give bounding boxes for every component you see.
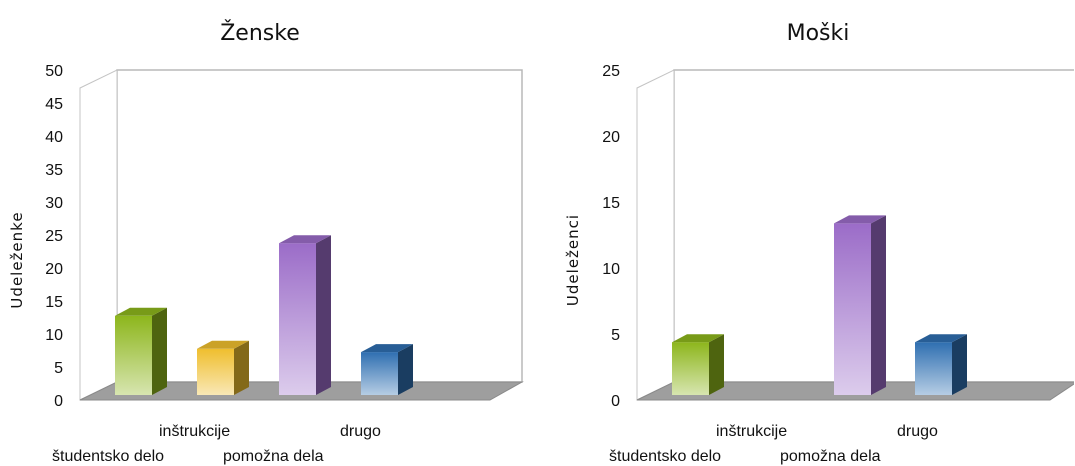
y-tick-label: 40 <box>45 129 63 146</box>
chart-women: Ženske Udeleženke 0 5 10 15 20 25 30 35 40 45 50 štud… <box>0 0 537 466</box>
bar-top <box>279 235 331 244</box>
x-category-label: drugo <box>340 423 381 440</box>
bar-side <box>316 235 331 395</box>
bar <box>361 344 413 395</box>
x-category-label: pomožna dela <box>780 448 881 465</box>
plot-group: Ženske Udeleženke 0 5 10 15 20 25 30 35 40 45 50 štud… <box>8 20 524 465</box>
x-category-label: študentsko delo <box>609 448 721 465</box>
bar-front <box>915 342 952 395</box>
chart-women-svg: Ženske Udeleženke 0 5 10 15 20 25 30 35 40 45 50 štud… <box>8 20 524 465</box>
x-category-label: drugo <box>897 423 938 440</box>
bar-top <box>915 334 967 343</box>
bar-front <box>197 348 234 395</box>
side-wall <box>636 69 675 401</box>
y-tick-label: 10 <box>602 261 620 278</box>
y-tick-label: 0 <box>54 393 63 410</box>
chart-men-svg: Moški Udeleženci 0 5 10 15 20 25 študentsko delo… <box>564 21 1074 465</box>
side-wall <box>79 69 118 401</box>
x-category-label: pomožna dela <box>223 448 324 465</box>
y-tick-label: 20 <box>602 129 620 146</box>
chart-men: Moški Udeleženci 0 5 10 15 20 25 študentsko delo… <box>537 0 1074 466</box>
bar <box>197 340 249 395</box>
bar-top <box>197 340 249 349</box>
y-tick-label: 25 <box>602 63 620 80</box>
bar-front <box>279 243 316 395</box>
y-tick-label: 35 <box>45 162 63 179</box>
bar-side <box>152 307 167 395</box>
bar-side <box>952 334 967 395</box>
bar-front <box>115 315 152 395</box>
bar-side <box>871 215 886 395</box>
x-category-label: inštrukcije <box>159 423 230 440</box>
x-category-label: inštrukcije <box>716 423 787 440</box>
y-tick-label: 0 <box>611 393 620 410</box>
bar <box>672 334 724 395</box>
bar-side <box>234 340 249 395</box>
y-axis-label: Udeleženke <box>8 211 26 308</box>
y-tick-label: 45 <box>45 96 63 113</box>
bar-front <box>834 223 871 395</box>
y-tick-label: 10 <box>45 327 63 344</box>
y-tick-label: 25 <box>45 228 63 245</box>
bar-top <box>361 344 413 353</box>
bar <box>279 235 331 395</box>
y-tick-label: 50 <box>45 63 63 80</box>
bar-side <box>398 344 413 395</box>
bar-top <box>115 307 167 316</box>
y-tick-label: 20 <box>45 261 63 278</box>
bar-front <box>672 342 709 395</box>
chart-title: Ženske <box>220 20 300 46</box>
bar-side <box>709 334 724 395</box>
y-tick-label: 15 <box>602 195 620 212</box>
bar <box>915 334 967 395</box>
bar <box>115 307 167 395</box>
bar-top <box>834 215 886 224</box>
x-category-label: študentsko delo <box>52 448 164 465</box>
y-tick-label: 30 <box>45 195 63 212</box>
bar-front <box>361 352 398 395</box>
plot-group: Moški Udeleženci 0 5 10 15 20 25 študentsko delo… <box>564 21 1074 465</box>
y-tick-label: 5 <box>611 327 620 344</box>
chart-title: Moški <box>787 21 850 46</box>
bar-top <box>672 334 724 343</box>
bar <box>834 215 886 395</box>
y-tick-label: 5 <box>54 360 63 377</box>
y-axis-label: Udeleženci <box>564 214 582 306</box>
y-tick-label: 15 <box>45 294 63 311</box>
